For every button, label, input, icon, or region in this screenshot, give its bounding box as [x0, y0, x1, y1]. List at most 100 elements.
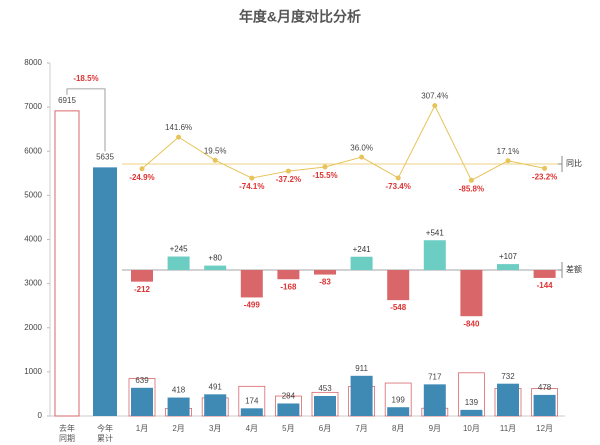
growth-point — [285, 168, 291, 174]
this-year-label: 139 — [465, 398, 479, 407]
x-tick-label: 12月 — [536, 424, 554, 433]
growth-point — [212, 157, 218, 163]
growth-point — [432, 103, 438, 109]
this-year-bar — [497, 383, 519, 416]
difference-bar — [533, 270, 556, 278]
growth-point — [468, 177, 474, 183]
this-year-label: 732 — [501, 372, 515, 381]
growth-label: -15.5% — [312, 171, 337, 180]
growth-label: 141.6% — [165, 123, 192, 132]
difference-bar — [497, 264, 519, 270]
difference-label: -212 — [134, 285, 151, 294]
annual-bar — [93, 167, 117, 416]
annual-bar — [54, 110, 80, 417]
growth-bracket — [558, 156, 563, 172]
this-year-label: 174 — [245, 396, 259, 405]
growth-point — [395, 175, 401, 181]
difference-bracket — [558, 262, 563, 278]
difference-bar — [131, 270, 153, 282]
y-tick-label: 5000 — [24, 190, 42, 199]
growth-point — [359, 154, 365, 160]
difference-label: +241 — [353, 245, 372, 254]
difference-bar — [314, 270, 336, 275]
x-tick-label: 11月 — [499, 424, 517, 433]
growth-point — [322, 164, 328, 170]
difference-bar — [460, 270, 483, 317]
growth-label: 19.5% — [204, 146, 227, 155]
difference-label: -840 — [463, 319, 480, 328]
this-year-bar — [131, 387, 153, 416]
annual-label: 6915 — [58, 96, 76, 105]
x-tick-label: 7月 — [355, 424, 368, 433]
growth-point — [249, 175, 255, 181]
growth-line — [141, 104, 545, 181]
y-tick-label: 8000 — [24, 58, 42, 67]
difference-bar — [204, 265, 227, 270]
this-year-bar — [350, 375, 373, 416]
y-tick-label: 1000 — [24, 367, 42, 376]
x-tick-label: 3月 — [208, 424, 222, 433]
x-tick-label: 2月 — [172, 424, 185, 433]
growth-label: -85.8% — [459, 184, 484, 193]
y-tick-label: 4000 — [24, 235, 42, 244]
this-year-bar — [167, 397, 190, 416]
this-year-bar — [533, 394, 556, 416]
x-tick-label: 6月 — [318, 424, 332, 433]
change-label: -18.5% — [73, 74, 98, 83]
this-year-label: 717 — [428, 372, 442, 381]
this-year-label: 478 — [538, 383, 552, 392]
growth-label: -74.1% — [239, 182, 264, 191]
x-tick-label: 8月 — [391, 424, 405, 433]
growth-label: -24.9% — [129, 173, 154, 182]
difference-label: -144 — [537, 281, 554, 290]
y-tick-label: 7000 — [24, 102, 42, 111]
growth-label: -37.2% — [276, 175, 301, 184]
y-tick-label: 0 — [38, 411, 43, 420]
this-year-label: 418 — [172, 386, 186, 395]
this-year-label: 911 — [355, 364, 368, 373]
difference-bar — [240, 270, 263, 298]
growth-label: -23.2% — [532, 173, 557, 182]
y-tick-label: 6000 — [24, 146, 42, 155]
this-year-label: 284 — [282, 392, 296, 401]
this-year-bar — [204, 394, 227, 416]
annual-label: 5635 — [96, 152, 114, 161]
difference-label: -168 — [280, 282, 297, 291]
this-year-bar — [387, 407, 410, 416]
difference-bar — [387, 270, 410, 301]
difference-label: +245 — [170, 245, 189, 254]
difference-bar — [423, 240, 446, 270]
difference-label: +107 — [499, 252, 518, 261]
y-tick-label: 2000 — [24, 323, 42, 332]
difference-label: -499 — [244, 301, 261, 310]
x-tick-label: 5月 — [282, 424, 295, 433]
this-year-bar — [423, 384, 446, 416]
growth-point — [542, 165, 548, 171]
this-year-label: 639 — [135, 376, 149, 385]
y-tick-label: 3000 — [24, 279, 42, 288]
difference-label: -83 — [319, 278, 331, 287]
difference-label: +80 — [208, 254, 222, 263]
growth-label: 17.1% — [497, 147, 520, 156]
x-tick-label: 1月 — [135, 424, 149, 433]
this-year-bar — [277, 403, 300, 416]
x-tick-label: 4月 — [245, 424, 259, 433]
chart-title: 年度&月度对比分析 — [239, 9, 361, 25]
growth-label: 36.0% — [350, 143, 373, 152]
change-connector — [66, 88, 106, 152]
this-year-label: 491 — [209, 382, 223, 391]
this-year-label: 453 — [318, 384, 332, 393]
growth-label: 307.4% — [421, 92, 448, 101]
x-tick-label: 10月 — [462, 424, 480, 433]
growth-point — [139, 166, 145, 172]
difference-bar — [167, 256, 190, 270]
difference-label: +541 — [426, 228, 445, 237]
growth-point — [176, 134, 182, 140]
growth-title: 同比 — [566, 158, 582, 168]
difference-bar — [277, 270, 300, 280]
x-tick-label: 去年同期 — [59, 424, 75, 443]
difference-title: 差额 — [566, 264, 582, 274]
last-year-bar — [457, 372, 485, 417]
